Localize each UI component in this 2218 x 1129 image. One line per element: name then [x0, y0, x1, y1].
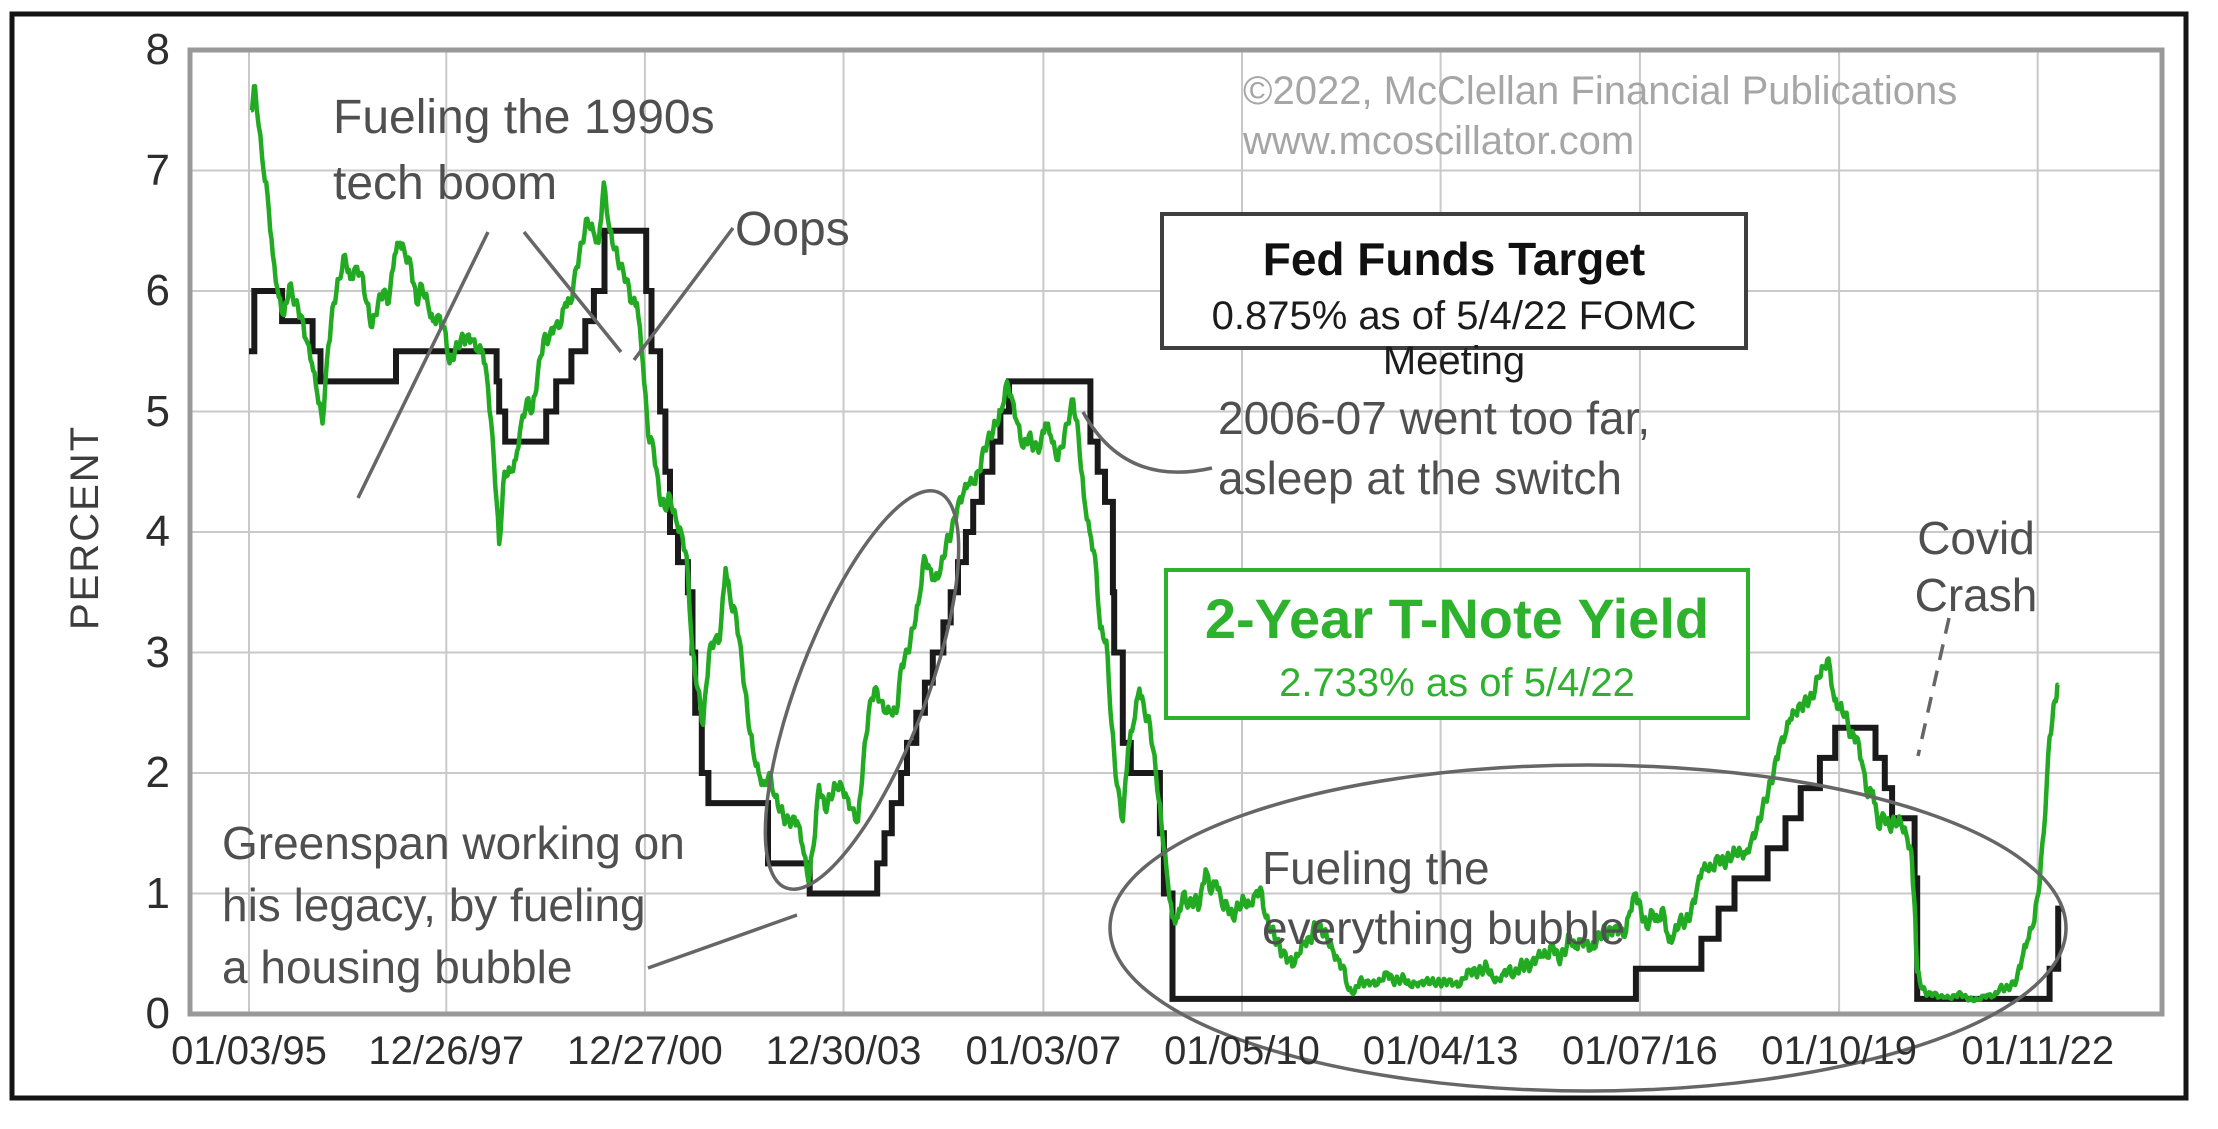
annotation-tech-boom-line2: tech boom [333, 157, 558, 210]
housing-bubble-ellipse [763, 489, 961, 891]
tech-boom-leader-left-line [356, 231, 490, 499]
annotation-everything-bubble-line1: Fueling the [1262, 842, 1490, 894]
x-tick-label: 01/04/13 [1362, 1029, 1519, 1073]
annotation-oops-line1: Oops [735, 203, 850, 256]
x-tick-label: 01/05/10 [1164, 1029, 1320, 1073]
watermark-url: www.mcoscillator.com [1243, 119, 1635, 163]
y-tick-label: 4 [145, 507, 170, 556]
t-note-legend-title: 2-Year T-Note Yield [1204, 587, 1710, 650]
annotation-greenspan-line1: Greenspan working on [222, 817, 685, 869]
fed-funds-target-line [249, 227, 2064, 1002]
series-layer [249, 83, 2064, 1004]
x-tick-label: 01/03/07 [965, 1029, 1122, 1073]
annotation-oops: Oops [735, 200, 850, 260]
fed-funds-legend-box: Fed Funds Target 0.875% as of 5/4/22 FOM… [1160, 212, 1748, 383]
y-tick-label: 5 [145, 386, 170, 436]
annotation-greenspan: Greenspan working on his legacy, by fuel… [222, 812, 685, 998]
y-tick-label: 7 [145, 145, 170, 195]
x-tick-label: 01/03/95 [171, 1029, 327, 1073]
y-tick-label: 3 [145, 627, 170, 677]
tech-boom-leader-right-line [522, 230, 623, 354]
watermark: ©2022, McClellan Financial Publications … [1243, 66, 1957, 166]
oops-leader-line [632, 226, 735, 362]
annotation-tech-boom: Fueling the 1990s tech boom [333, 85, 715, 217]
annotation-went-too-far-line1: 2006-07 went too far, [1218, 392, 1651, 444]
covid-crash-leader-line [1916, 617, 1951, 757]
t-note-legend-box: 2-Year T-Note Yield 2.733% as of 5/4/22 [1164, 568, 1750, 720]
x-tick-label: 01/10/19 [1761, 1029, 1917, 1073]
y-tick-label: 0 [145, 989, 170, 1038]
x-tick-label: 12/26/97 [368, 1029, 525, 1073]
x-tick-label: 01/11/22 [1961, 1029, 2115, 1073]
annotation-tech-boom-line1: Fueling the 1990s [333, 91, 715, 144]
annotation-shapes-layer [356, 226, 2068, 1093]
grid-layer [190, 50, 2162, 1014]
went-too-far-leader-line [1081, 411, 1213, 474]
fed-funds-legend-title: Fed Funds Target [1262, 233, 1646, 285]
annotation-covid-crash: Covid Crash [1876, 510, 2076, 624]
t-note-yield-line [249, 83, 2060, 1004]
annotation-everything-bubble-line2: everything bubble [1262, 902, 1626, 954]
x-tick-label: 01/07/16 [1562, 1029, 1718, 1073]
plot-border [187, 47, 2165, 1017]
annotation-covid-crash-line2: Crash [1914, 569, 2038, 621]
everything-bubble-ellipse [1108, 763, 2068, 1093]
annotation-covid-crash-line1: Covid [1917, 512, 2035, 564]
x-tick-label: 12/27/00 [567, 1029, 723, 1073]
annotation-greenspan-line3: a housing bubble [222, 941, 573, 993]
annotation-everything-bubble: Fueling the everything bubble [1262, 838, 1625, 958]
y-tick-label: 1 [145, 868, 170, 918]
x-tick-label: 12/30/03 [765, 1029, 922, 1073]
watermark-copyright: ©2022, McClellan Financial Publications [1243, 69, 1958, 113]
annotation-went-too-far-line2: asleep at the switch [1218, 452, 1623, 504]
y-tick-label: 2 [145, 748, 170, 797]
annotation-greenspan-line2: his legacy, by fueling [222, 879, 646, 931]
annotation-went-too-far: 2006-07 went too far, asleep at the swit… [1218, 388, 1650, 508]
y-tick-label: 8 [145, 25, 170, 74]
fed-funds-legend-value: 0.875% as of 5/4/22 FOMC Meeting [1211, 294, 1697, 383]
greenspan-leader-line [647, 913, 798, 970]
outer-frame [9, 11, 2189, 1101]
t-note-legend-value: 2.733% as of 5/4/22 [1279, 661, 1635, 705]
y-tick-label: 6 [145, 266, 170, 315]
